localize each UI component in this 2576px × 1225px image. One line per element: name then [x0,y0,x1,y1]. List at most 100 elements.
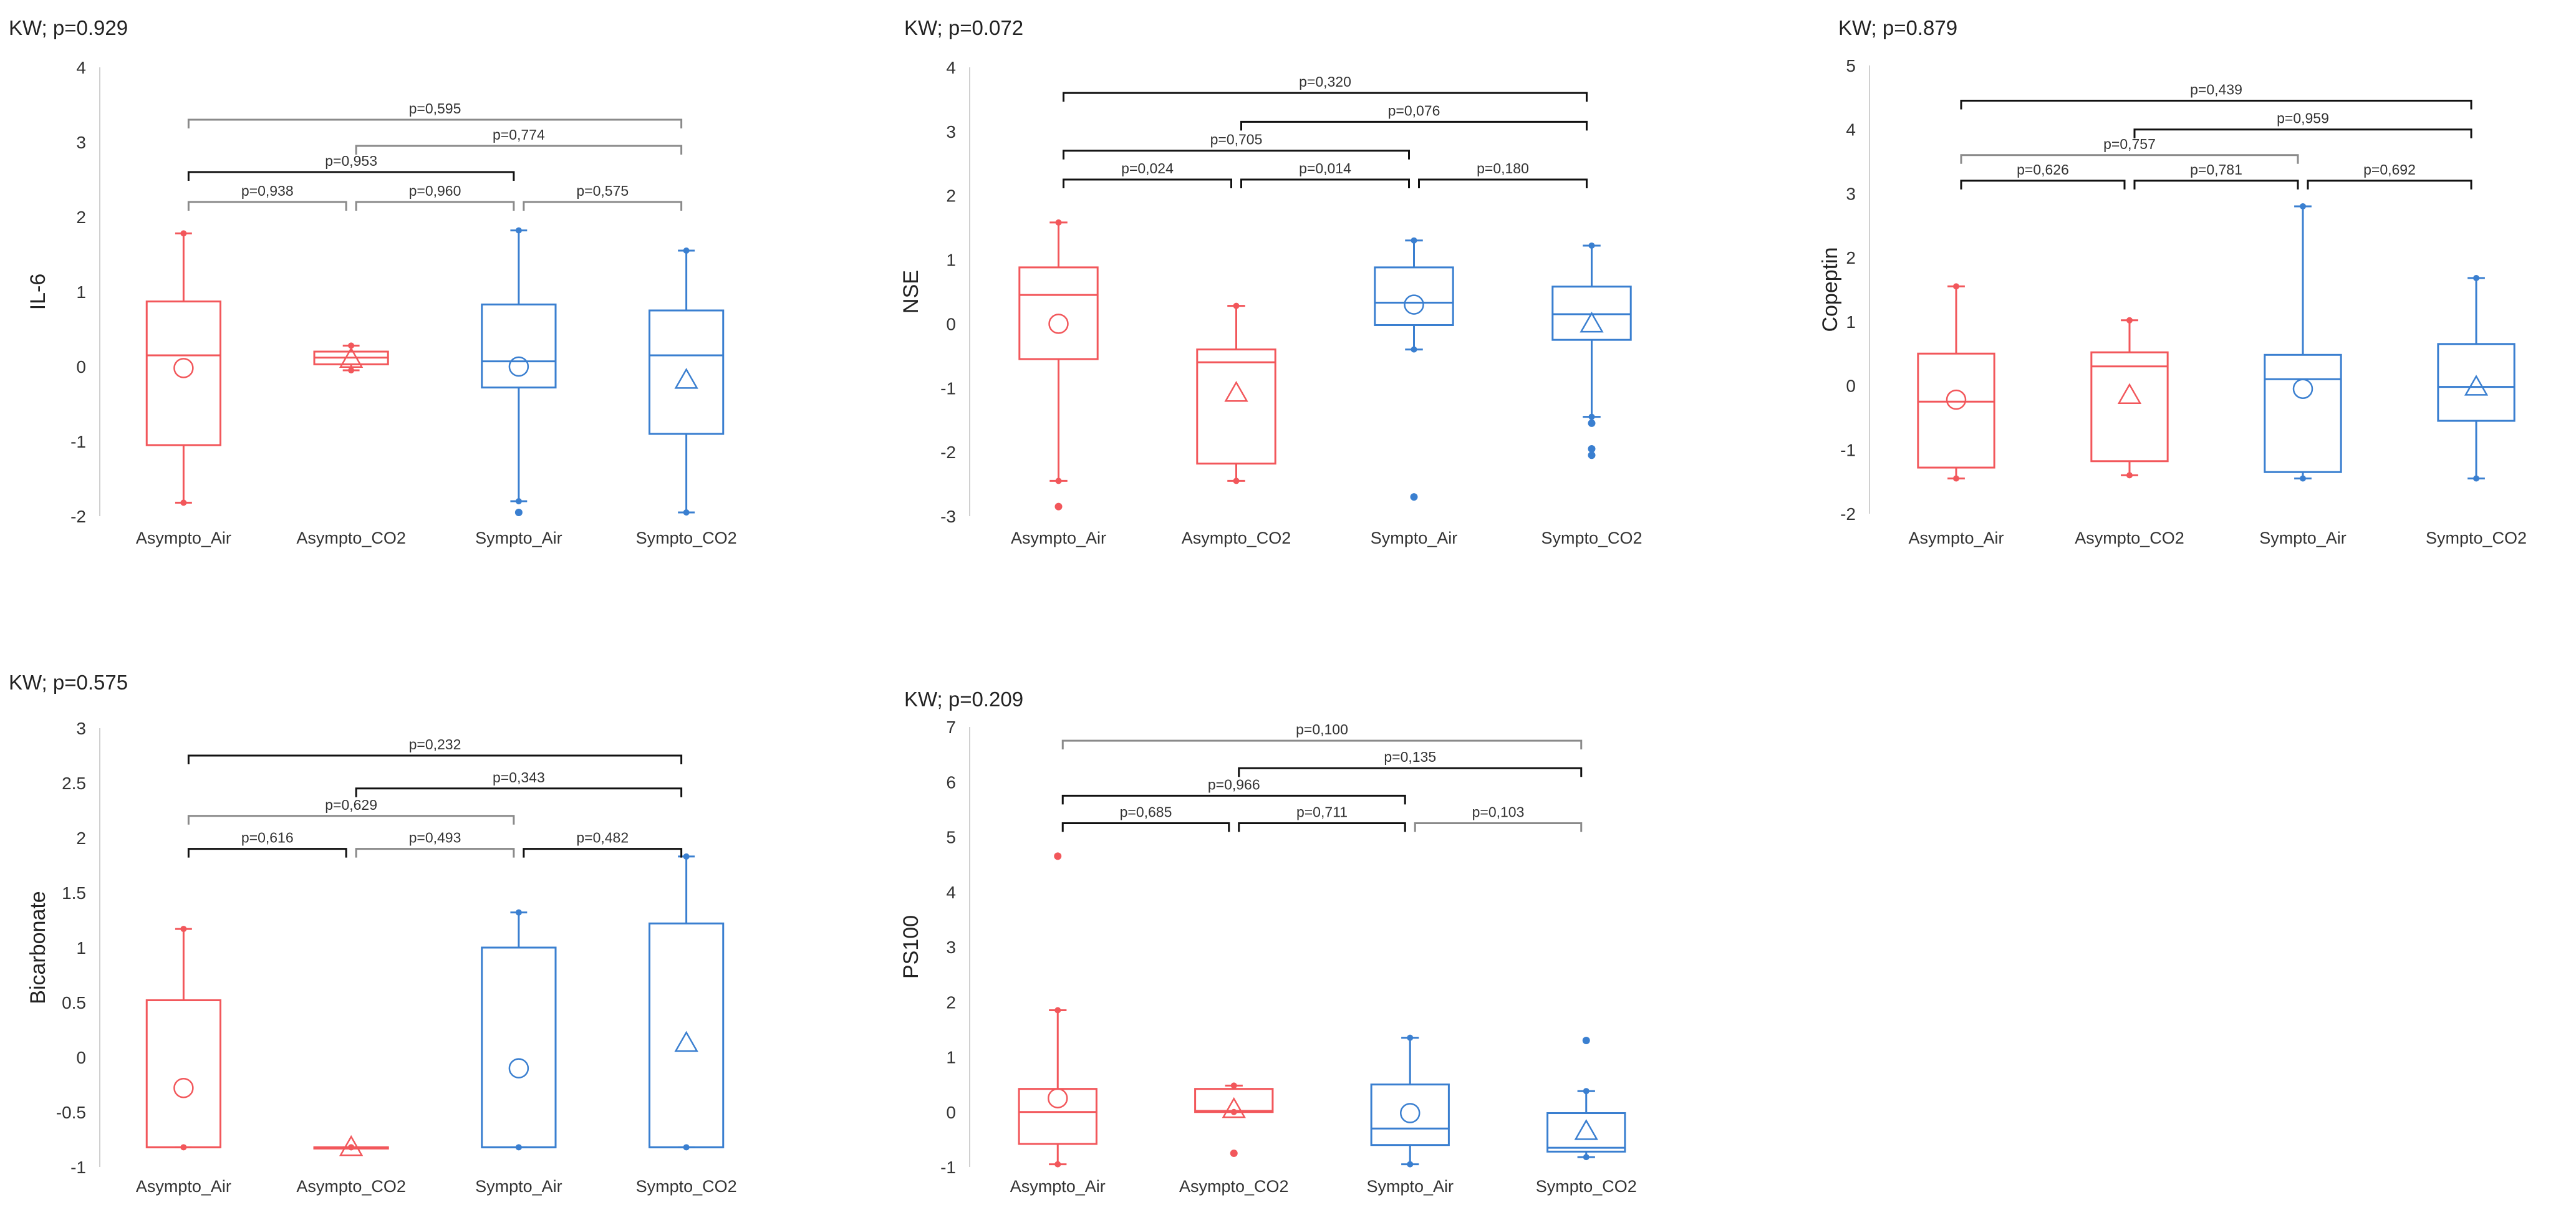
p-value-label: p=0,493 [409,830,461,846]
significance-bracket [523,201,683,211]
x-tick-label: Asympto_Air [136,1177,231,1196]
whisker-point [2473,275,2479,282]
y-tick-label: 1 [76,282,86,302]
mean-marker [674,368,698,389]
chart-bicarbonate-panel: KW; p=0.575 -1 -0.5 0 0.5 1 1.5 2 2.5 3 Bicarbona… [0,648,861,1222]
chart-nse-panel: KW; p=0.072 -3 -2 -1 0 1 2 3 4 NSE Asympto_Air Asy… [898,0,1758,592]
p-value-label: p=0,616 [241,830,294,846]
significance-bracket [1240,120,1588,131]
p-value-label: p=0,711 [1296,804,1348,820]
significance-bracket [1063,178,1232,188]
box-iqr [1917,352,1995,469]
significance-bracket [187,201,347,211]
y-tick-label: -2 [940,443,956,462]
mean-marker [173,358,194,378]
chart-ps100: -1 0 1 2 3 4 5 6 7 PS100 Asympto_Air Asympto_CO2 Sym… [899,718,1637,1196]
significance-bracket [523,848,683,858]
y-axis-label: PS100 [899,915,923,979]
p-value-label: p=0,482 [576,830,629,846]
outlier-point [1054,502,1063,511]
whisker-point [1953,475,1959,482]
outlier-point [1054,852,1062,860]
box-iqr [1018,1088,1097,1145]
y-tick-label: 2 [76,829,86,848]
box-iqr [1194,1088,1274,1113]
box-iqr [1374,266,1454,326]
x-tick-label: Asympto_CO2 [2075,529,2184,547]
y-tick-label: -2 [70,507,86,526]
x-tick-label: Sympto_CO2 [2426,529,2527,547]
outlier-point [1588,419,1596,427]
box-iqr [1196,348,1276,465]
p-value-label: p=0,629 [325,797,377,813]
p-value-label: p=0,595 [409,100,461,117]
x-tick-label: Asympto_Air [136,529,231,547]
y-tick-label: 0 [76,1048,86,1067]
y-tick-label: -1 [940,1158,956,1177]
x-tick-label: Sympto_CO2 [636,1177,737,1196]
chart-bicarbonate: -1 -0.5 0 0.5 1 1.5 2 2.5 3 Bicarbonate Asympto_Ai… [26,719,737,1196]
box-iqr [145,300,221,446]
y-tick-label: 2.5 [62,774,86,793]
mean-marker [1946,389,1967,410]
significance-bracket [187,848,347,858]
box-iqr [1551,286,1632,341]
y-tick-label: 2 [76,208,86,227]
box-iqr [649,922,725,1148]
whisker-point [180,499,187,506]
whisker-point [2126,317,2133,324]
significance-bracket [1061,739,1583,750]
y-tick-label: 2 [946,186,956,206]
p-value-label: p=0,439 [2190,81,2242,97]
y-axis-label: NSE [899,270,923,314]
box-iqr [481,303,557,389]
mean-marker [508,356,529,377]
chart-title: KW; p=0.575 [9,671,128,694]
y-tick-label: 2 [946,992,956,1012]
p-value-label: p=0,575 [576,183,629,199]
y-tick-label: 5 [1846,56,1856,75]
x-tick-label: Sympto_Air [475,1177,562,1196]
mean-marker [2117,383,2142,404]
chart-title: KW; p=0.879 [1838,16,1958,39]
y-tick-label: 7 [946,718,956,737]
whisker-point [1407,1161,1414,1168]
significance-bracket [187,754,683,764]
whisker-point [1230,1082,1237,1089]
box-iqr [145,999,221,1148]
outlier-point [514,509,523,516]
y-tick-label: -2 [1840,504,1856,524]
whisker-point [2300,475,2306,482]
y-tick-label: 0 [946,1103,956,1122]
x-tick-label: Sympto_CO2 [636,529,737,547]
significance-bracket [1238,822,1406,832]
significance-bracket [1418,178,1588,188]
y-tick-label: 5 [946,828,956,847]
chart-copeptin: -2 -1 0 1 2 3 4 5 Copeptin Asympto_Air Asympto_CO2… [1818,56,2527,547]
y-tick-label: 0 [76,357,86,377]
whisker-point [2300,203,2306,209]
significance-bracket [355,145,683,155]
p-value-label: p=0,953 [325,153,377,169]
outlier-point [1588,451,1596,459]
whisker-point [1054,1007,1061,1014]
mean-marker [1404,294,1424,315]
chart-title: KW; p=0.209 [904,688,1024,711]
mean-marker [339,1135,364,1156]
box-iqr [1546,1112,1626,1153]
significance-bracket [1061,822,1230,832]
significance-bracket [2133,128,2472,138]
significance-bracket [1960,99,2472,110]
x-tick-label: Asympto_CO2 [296,529,406,547]
mean-marker [2464,375,2489,396]
p-value-label: p=0,100 [1296,721,1348,737]
p-value-label: p=0,232 [409,736,461,752]
mean-marker [1048,1088,1068,1108]
y-tick-label: -1 [70,1158,86,1177]
box-iqr [649,309,725,435]
x-tick-label: Sympto_Air [475,529,562,547]
y-axis-label: Bicarbonate [26,891,50,1004]
p-value-label: p=0,320 [1299,74,1351,90]
y-tick-label: -1 [70,432,86,451]
outlier-point [1410,493,1418,501]
